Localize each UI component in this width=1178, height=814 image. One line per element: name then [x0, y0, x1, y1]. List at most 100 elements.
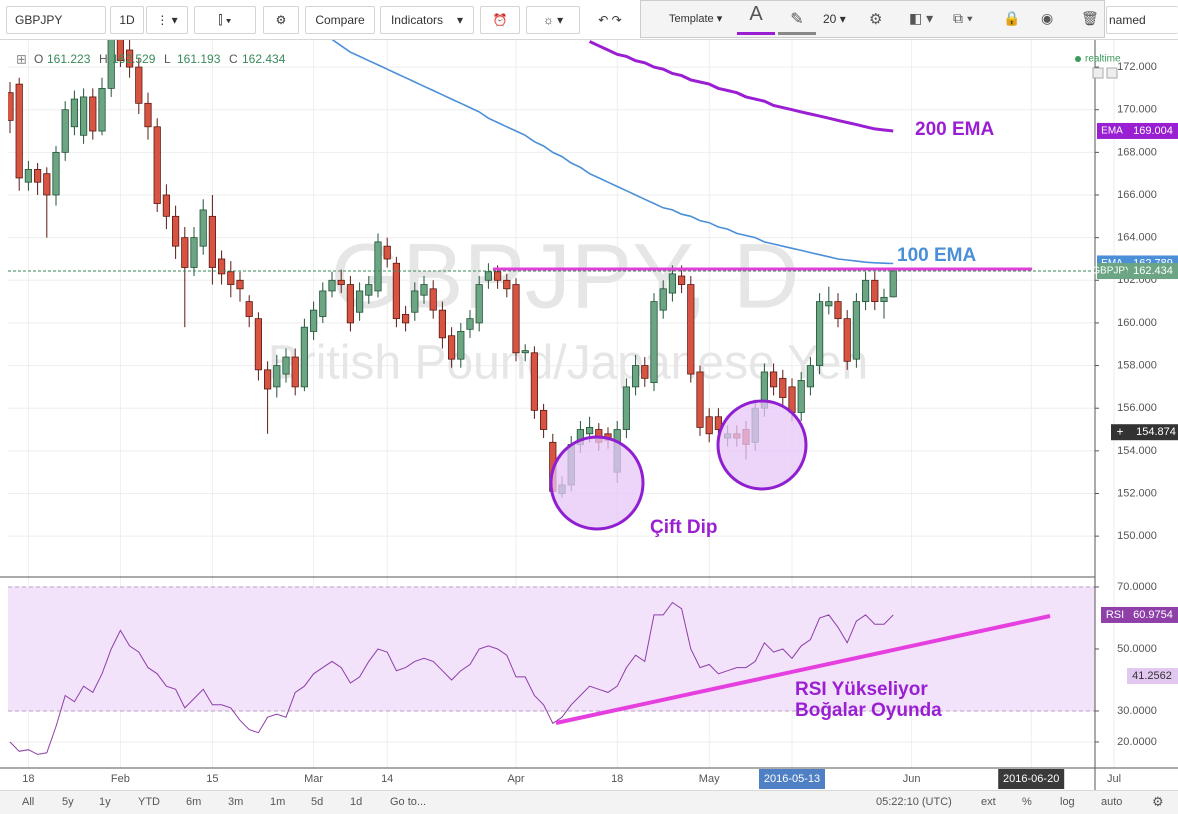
candle-body — [797, 380, 805, 413]
scale-option[interactable]: ext — [981, 796, 996, 808]
range-button[interactable]: 3m — [228, 796, 244, 808]
candle-body — [34, 169, 42, 183]
candle-body — [862, 279, 870, 303]
time-label-highlight — [998, 769, 1065, 789]
range-button[interactable]: 6m — [186, 796, 202, 808]
scale-button[interactable] — [1106, 67, 1118, 79]
visibility-tool[interactable]: ◉ — [1041, 10, 1054, 26]
rsi-band — [8, 586, 1095, 712]
compare-button[interactable]: Compare — [305, 6, 375, 34]
rsi-line — [9, 601, 894, 755]
rsi-pane — [9, 601, 894, 755]
candle-body — [144, 102, 152, 128]
candle-body — [153, 126, 161, 204]
realtime-text: realtime — [1085, 54, 1121, 65]
bulb-button[interactable]: ☼ ▾ — [526, 6, 580, 34]
candle-body — [217, 258, 226, 275]
undo-redo[interactable]: ↶ ↷ — [584, 6, 636, 34]
candle-body — [852, 301, 861, 360]
interval-button[interactable]: 1D — [110, 6, 144, 34]
scale-option[interactable]: log — [1060, 796, 1075, 808]
range-button[interactable]: 5d — [311, 796, 324, 808]
rsi-trendline[interactable] — [555, 614, 1051, 725]
candle-body — [889, 270, 897, 298]
chart-style-button[interactable]: ⫿ ▾ — [194, 6, 256, 34]
pen-tool[interactable]: ✎ — [778, 3, 816, 35]
candle-body — [15, 83, 23, 179]
candle-body — [871, 279, 879, 303]
candle-body — [61, 109, 69, 153]
candle-body — [383, 245, 391, 260]
legend-key: C — [229, 52, 238, 66]
price-tag-name-text: GBPJPY — [1092, 266, 1132, 277]
candle-body — [650, 301, 658, 384]
candle-body — [779, 377, 787, 398]
line-width[interactable]: 20 ▾ — [823, 12, 846, 26]
dip-circle[interactable] — [549, 435, 645, 531]
rsi-tag-name — [1101, 606, 1129, 623]
alert-icon: ⏰ — [492, 13, 508, 27]
ohlc-legend: ⊞ O 161.223 H 162.529 L 161.193 C 162.434 — [16, 51, 286, 66]
interval-menu[interactable]: ⋮ ▾ — [146, 6, 188, 34]
y-tick-label: 20.0000 — [1117, 736, 1157, 748]
scale-button[interactable] — [1092, 67, 1104, 79]
draw-settings[interactable]: ⚙ — [869, 11, 883, 28]
bottom-bar: All 5y 1y YTD 6m 3m 1m 5d 1d Go to... 05:22:10 (UT… — [0, 790, 1178, 814]
scale-option[interactable]: auto — [1101, 796, 1123, 808]
rsi-annotation: Boğalar Oyunda — [795, 700, 942, 721]
axes: 18 Feb 15 Mar 14 Apr 18 May 2016-05-13 Jun 2016-06… — [22, 61, 1178, 789]
clone-tool[interactable]: ⧉ ▾ — [953, 10, 973, 26]
crosshair-plus: + — [1116, 424, 1123, 438]
dip-circle[interactable] — [716, 399, 808, 491]
candle-body — [8, 92, 14, 121]
settings-button[interactable]: ⚙ — [263, 6, 299, 34]
candle-body — [236, 279, 244, 290]
rsi-tag-value — [1129, 606, 1178, 623]
range-button[interactable]: YTD — [138, 796, 160, 808]
indicators-button[interactable]: Indicators ▾ — [380, 6, 474, 34]
range-button[interactable]: All — [22, 796, 35, 808]
lock-tool[interactable]: 🔒 — [1003, 10, 1021, 26]
legend-value: 162.434 — [242, 52, 286, 66]
range-button[interactable]: 1y — [99, 796, 111, 808]
template-text: Template — [669, 13, 714, 25]
menu-icon: ⋮ ▾ — [156, 13, 178, 27]
template-button[interactable]: Template ▾ — [669, 13, 723, 25]
scale-option[interactable]: % — [1022, 796, 1032, 808]
candle-body — [457, 331, 465, 360]
y-tick-label: 50.0000 — [1117, 643, 1157, 655]
candle-body — [438, 309, 447, 339]
candle-body — [43, 173, 51, 196]
candle-body — [503, 279, 511, 290]
crosshair-value: 154.874 — [1136, 426, 1176, 438]
candle-body — [254, 318, 262, 371]
candle-body — [834, 301, 842, 320]
bottom-settings[interactable]: ⚙ — [1152, 794, 1164, 809]
symbol-input[interactable]: GBPJPY — [6, 6, 106, 34]
menu-arrow: ▾ — [457, 13, 464, 27]
candle-body — [291, 356, 299, 388]
layout-name[interactable]: named — [1106, 6, 1178, 34]
range-button[interactable]: 1d — [350, 796, 363, 808]
candle-body — [880, 296, 888, 303]
candle-body — [816, 301, 824, 366]
legend-value: 161.223 — [47, 52, 91, 66]
candle-body — [319, 290, 327, 317]
fill-tool[interactable]: ◧ ▾ — [909, 10, 934, 26]
y-tick-label: 158.000 — [1117, 359, 1157, 371]
x-tick-label: Jul — [1107, 773, 1121, 785]
text-tool[interactable]: A — [737, 3, 775, 35]
ema-tag-name — [1097, 122, 1128, 139]
legend-icon[interactable]: ⊞ — [16, 51, 27, 66]
goto-button[interactable]: Go to... — [390, 796, 427, 808]
candle-body — [273, 365, 281, 388]
x-tick-label: 2016-06-20 — [1003, 773, 1059, 785]
range-button[interactable]: 5y — [62, 796, 74, 808]
alert-button[interactable]: ⏰ — [480, 6, 520, 34]
delete-tool[interactable]: 🗑 — [1081, 10, 1099, 26]
range-button[interactable]: 1m — [270, 796, 286, 808]
candle-body — [806, 365, 815, 388]
candle-body — [80, 96, 88, 136]
indicators-text: Indicators — [390, 13, 443, 27]
